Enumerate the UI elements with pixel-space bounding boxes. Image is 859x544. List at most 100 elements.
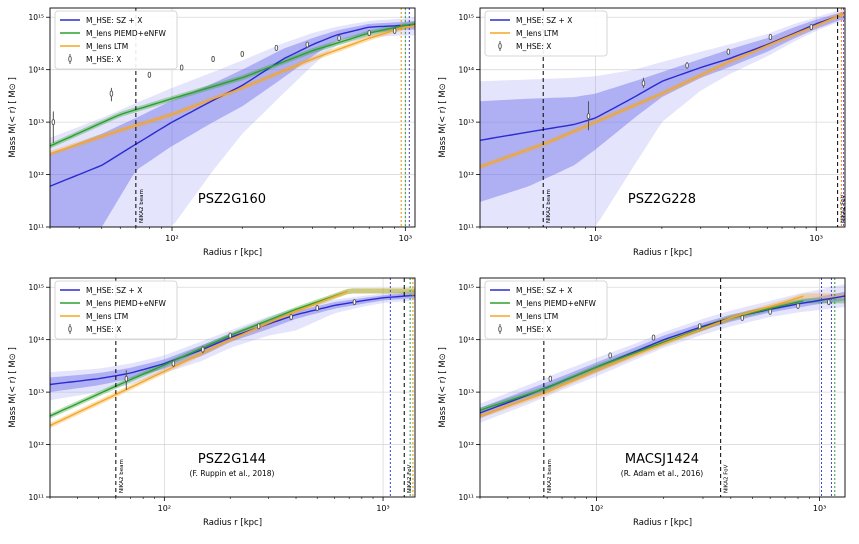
x-ray-point	[274, 44, 279, 51]
x-ray-marker	[51, 119, 56, 126]
x-tick-label: 10²	[165, 234, 178, 243]
series-band-outer	[480, 9, 845, 227]
y-tick-label: 10¹⁴	[28, 66, 44, 75]
y-tick-label: 10¹⁵	[28, 283, 44, 292]
x-ray-marker	[147, 71, 152, 78]
legend: M_HSE: SZ + X M_lens PIEMD+eNFW M_lens LTM…	[484, 280, 608, 340]
series-line-hse	[480, 14, 841, 141]
plot-frame	[479, 7, 846, 228]
y-tick-label: 10¹⁵	[28, 13, 44, 22]
y-axis-label: Mass M(< r) [ M⊙ ]	[438, 77, 448, 158]
cluster-label: PSZ2G228	[628, 192, 696, 207]
x-ray-marker	[768, 33, 773, 41]
x-tick-label: 10³	[813, 504, 826, 513]
x-ray-marker	[392, 27, 397, 34]
legend: M_HSE: SZ + X M_lens PIEMD+eNFW M_lens LTM…	[54, 10, 178, 70]
series-line-piemd	[50, 290, 348, 417]
y-tick-label: 10¹¹	[458, 223, 474, 232]
chart-panel-psz2g228: NIKA2 beam NIKA2 FoV 10² 10³ 10¹¹ 10¹² 10¹³ 10¹…	[430, 0, 859, 270]
series-line-piemd	[50, 23, 415, 147]
x-ray-point	[586, 101, 591, 131]
vertical-marker-label: NIKA2 FoV	[724, 464, 730, 493]
x-ray-point	[240, 50, 244, 57]
legend-label: M_lens LTM	[86, 312, 128, 321]
y-tick-label: 10¹¹	[28, 223, 44, 232]
y-axis-label: Mass M(< r) [ M⊙ ]	[8, 347, 18, 428]
y-tick-label: 10¹⁵	[458, 283, 474, 292]
x-ray-marker	[305, 41, 310, 48]
x-ray-point	[796, 302, 800, 309]
x-ray-point	[109, 87, 114, 102]
plot-frame	[49, 7, 416, 228]
x-ray-marker	[697, 323, 702, 330]
plot-area	[480, 278, 845, 497]
x-ray-point	[352, 299, 357, 306]
series-line-piemd	[480, 300, 804, 411]
x-tick-label: 10²	[590, 504, 603, 513]
x-axis-label: Radius r [kpc]	[633, 248, 692, 258]
legend-label: M_lens PIEMD+eNFW	[86, 299, 167, 308]
x-tick-label: 10²	[158, 504, 171, 513]
x-ray-point	[228, 332, 232, 339]
x-ray-marker	[827, 299, 831, 306]
x-ray-point	[768, 308, 772, 315]
cluster-label: MACSJ1424	[625, 452, 699, 467]
series-band-outer	[50, 17, 415, 227]
x-axis-label: Radius r [kpc]	[633, 518, 692, 528]
chart-macsj1424: NIKA2 beam NIKA2 FoV 10² 10³ 10¹¹ 10¹² 10¹³ 10¹…	[438, 277, 846, 528]
y-tick-label: 10¹³	[458, 118, 474, 127]
x-ray-marker	[651, 334, 656, 341]
x-ray-marker	[109, 90, 114, 97]
cluster-label: PSZ2G144	[198, 452, 266, 467]
x-ray-marker	[740, 314, 745, 321]
x-ray-marker	[240, 50, 244, 57]
x-ray-point	[392, 27, 397, 34]
x-ray-point	[697, 323, 702, 330]
x-tick-label: 10³	[376, 504, 389, 513]
plot-frame	[479, 277, 846, 498]
x-ray-point	[548, 375, 553, 382]
legend-label: M_HSE: X	[86, 55, 121, 64]
vertical-marker-label: NIKA2 beam	[139, 189, 145, 223]
x-ray-marker	[367, 29, 371, 37]
x-ray-marker	[726, 48, 731, 55]
x-ray-point	[651, 334, 656, 341]
x-tick-label: 10³	[399, 234, 412, 243]
legend: M_HSE: SZ + X M_lens LTM M_HSE: X	[484, 10, 608, 57]
x-ray-point	[305, 41, 310, 48]
legend-frame	[484, 10, 608, 57]
x-ray-marker	[179, 64, 184, 71]
x-ray-point	[740, 314, 745, 321]
chart-psz2g228: NIKA2 beam NIKA2 FoV 10² 10³ 10¹¹ 10¹² 10¹³ 10¹…	[438, 7, 847, 258]
y-tick-label: 10¹⁵	[458, 13, 474, 22]
x-ray-point	[685, 62, 689, 69]
y-tick-label: 10¹³	[28, 388, 44, 397]
x-ray-marker	[586, 113, 591, 120]
x-ray-point	[809, 23, 814, 31]
x-ray-marker	[548, 375, 553, 382]
x-ray-marker	[685, 62, 689, 69]
x-ray-point	[768, 33, 773, 41]
y-tick-label: 10¹⁴	[28, 336, 44, 345]
x-ray-point	[827, 299, 831, 306]
y-tick-label: 10¹¹	[458, 493, 474, 502]
series-line-ltm	[50, 24, 415, 155]
legend-frame	[54, 280, 178, 340]
x-ray-marker	[809, 23, 814, 31]
x-ray-point	[289, 314, 293, 321]
cluster-label: PSZ2G160	[198, 192, 266, 207]
series-band-inner	[480, 12, 845, 203]
vertical-marker-label: NIKA2 beam	[546, 189, 552, 223]
x-ray-point	[201, 346, 205, 354]
chart-panel-psz2g144: NIKA2 beam NIKA2 FoV 10² 10³ 10¹¹ 10¹² 10¹³ 10¹…	[0, 270, 429, 540]
x-ray-marker	[289, 314, 293, 321]
legend-label: M_HSE: X	[516, 42, 551, 51]
legend-frame	[484, 280, 608, 340]
vertical-marker-label: NIKA2 beam	[119, 459, 125, 493]
series-line-ltm	[480, 295, 804, 417]
x-ray-marker	[228, 332, 232, 339]
legend-label: M_HSE: SZ + X	[516, 16, 572, 25]
chart-psz2g144: NIKA2 beam NIKA2 FoV 10² 10³ 10¹¹ 10¹² 10¹³ 10¹…	[8, 277, 416, 528]
x-ray-point	[608, 352, 612, 359]
legend: M_HSE: SZ + X M_lens PIEMD+eNFW M_lens LTM…	[54, 280, 178, 340]
